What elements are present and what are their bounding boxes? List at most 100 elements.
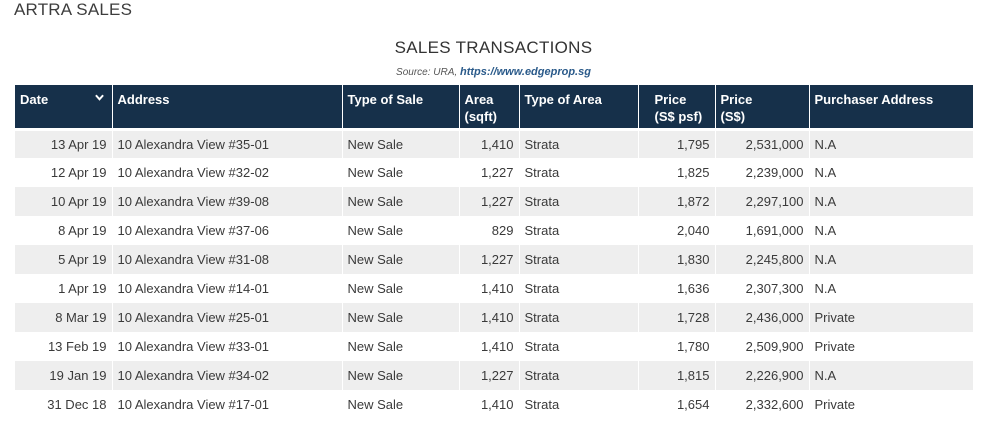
cell-purchaser: N.A <box>809 158 973 187</box>
column-header-area-line2: (sqft) <box>464 109 498 124</box>
cell-type-of-area: Strata <box>519 390 639 419</box>
table-row: 5 Apr 19 10 Alexandra View #31-08 New Sa… <box>15 245 973 274</box>
table-row: 19 Jan 19 10 Alexandra View #34-02 New S… <box>15 361 973 390</box>
cell-date: 12 Apr 19 <box>15 158 113 187</box>
cell-area: 1,410 <box>459 332 520 361</box>
cell-type-of-sale: New Sale <box>342 216 460 245</box>
cell-purchaser: N.A <box>809 216 973 245</box>
cell-date: 13 Apr 19 <box>15 127 113 158</box>
cell-purchaser: N.A <box>809 245 973 274</box>
cell-type-of-sale: New Sale <box>342 303 460 332</box>
column-header-price-psf[interactable]: Price (S$ psf) <box>638 85 716 129</box>
cell-type-of-area: Strata <box>519 216 639 245</box>
cell-date: 5 Apr 19 <box>15 245 113 274</box>
cell-address: 10 Alexandra View #35-01 <box>112 127 343 158</box>
chevron-down-icon[interactable] <box>94 93 104 102</box>
cell-purchaser: Private <box>809 303 973 332</box>
table-row: 1 Apr 19 10 Alexandra View #14-01 New Sa… <box>15 274 973 303</box>
table-body: 13 Apr 19 10 Alexandra View #35-01 New S… <box>15 127 973 419</box>
cell-price-psf: 1,636 <box>638 274 716 303</box>
column-header-price-line1: Price <box>720 92 753 107</box>
cell-address: 10 Alexandra View #14-01 <box>112 274 343 303</box>
cell-price: 2,245,800 <box>715 245 810 274</box>
column-header-purchaser[interactable]: Purchaser Address <box>809 85 973 129</box>
cell-type-of-sale: New Sale <box>342 390 460 419</box>
table-row: 8 Apr 19 10 Alexandra View #37-06 New Sa… <box>15 216 973 245</box>
cell-address: 10 Alexandra View #33-01 <box>112 332 343 361</box>
column-header-area[interactable]: Area (sqft) <box>459 85 520 129</box>
cell-purchaser: N.A <box>809 361 973 390</box>
cell-date: 8 Apr 19 <box>15 216 113 245</box>
cell-price-psf: 2,040 <box>638 216 716 245</box>
cell-price-psf: 1,780 <box>638 332 716 361</box>
cell-area: 1,227 <box>459 361 520 390</box>
cell-price-psf: 1,830 <box>638 245 716 274</box>
source-line: Source: URA, https://www.edgeprop.sg <box>0 66 987 78</box>
cell-purchaser: N.A <box>809 127 973 158</box>
cell-price-psf: 1,795 <box>638 127 716 158</box>
cell-type-of-sale: New Sale <box>342 274 460 303</box>
cell-type-of-sale: New Sale <box>342 158 460 187</box>
column-header-price-psf-line1: Price <box>654 92 687 107</box>
cell-date: 8 Mar 19 <box>15 303 113 332</box>
column-header-address[interactable]: Address <box>112 85 343 129</box>
cell-type-of-area: Strata <box>519 361 639 390</box>
cell-type-of-sale: New Sale <box>342 127 460 158</box>
column-header-price-line2: (S$) <box>720 109 746 124</box>
cell-date: 19 Jan 19 <box>15 361 113 390</box>
cell-type-of-sale: New Sale <box>342 245 460 274</box>
column-header-type-of-area[interactable]: Type of Area <box>519 85 639 129</box>
column-header-date[interactable]: Date <box>15 85 113 129</box>
cell-area: 1,410 <box>459 390 520 419</box>
cell-price-psf: 1,872 <box>638 187 716 216</box>
cell-price: 2,436,000 <box>715 303 810 332</box>
cell-type-of-area: Strata <box>519 332 639 361</box>
cell-price: 2,307,300 <box>715 274 810 303</box>
cell-date: 31 Dec 18 <box>15 390 113 419</box>
sales-table: Date Address Type of Sale Area (sqft) Ty… <box>15 85 973 419</box>
column-header-price[interactable]: Price (S$) <box>715 85 810 129</box>
cell-address: 10 Alexandra View #39-08 <box>112 187 343 216</box>
table-row: 31 Dec 18 10 Alexandra View #17-01 New S… <box>15 390 973 419</box>
cell-date: 13 Feb 19 <box>15 332 113 361</box>
table-row: 12 Apr 19 10 Alexandra View #32-02 New S… <box>15 158 973 187</box>
table-row: 13 Apr 19 10 Alexandra View #35-01 New S… <box>15 127 973 158</box>
cell-type-of-area: Strata <box>519 158 639 187</box>
cell-type-of-area: Strata <box>519 245 639 274</box>
cell-type-of-sale: New Sale <box>342 361 460 390</box>
cell-price-psf: 1,815 <box>638 361 716 390</box>
cell-address: 10 Alexandra View #32-02 <box>112 158 343 187</box>
cell-purchaser: N.A <box>809 274 973 303</box>
cell-type-of-area: Strata <box>519 187 639 216</box>
header-row: Date Address Type of Sale Area (sqft) Ty… <box>15 85 973 129</box>
cell-price: 2,226,900 <box>715 361 810 390</box>
cell-area: 1,227 <box>459 187 520 216</box>
column-header-type-of-sale[interactable]: Type of Sale <box>342 85 460 129</box>
table-row: 10 Apr 19 10 Alexandra View #39-08 New S… <box>15 187 973 216</box>
table-title: SALES TRANSACTIONS <box>394 38 593 57</box>
cell-address: 10 Alexandra View #25-01 <box>112 303 343 332</box>
cell-price-psf: 1,825 <box>638 158 716 187</box>
cell-date: 1 Apr 19 <box>15 274 113 303</box>
page-heading: ARTRA SALES <box>14 0 133 19</box>
cell-address: 10 Alexandra View #31-08 <box>112 245 343 274</box>
column-header-price-psf-line2: (S$ psf) <box>654 109 703 124</box>
cell-type-of-sale: New Sale <box>342 187 460 216</box>
cell-date: 10 Apr 19 <box>15 187 113 216</box>
cell-area: 1,227 <box>459 158 520 187</box>
cell-price: 2,297,100 <box>715 187 810 216</box>
cell-type-of-area: Strata <box>519 127 639 158</box>
cell-price: 1,691,000 <box>715 216 810 245</box>
source-prefix: Source: URA, <box>396 67 460 78</box>
cell-type-of-area: Strata <box>519 274 639 303</box>
cell-area: 1,227 <box>459 245 520 274</box>
cell-price: 2,509,900 <box>715 332 810 361</box>
cell-area: 1,410 <box>459 303 520 332</box>
table-row: 8 Mar 19 10 Alexandra View #25-01 New Sa… <box>15 303 973 332</box>
cell-address: 10 Alexandra View #17-01 <box>112 390 343 419</box>
cell-area: 1,410 <box>459 274 520 303</box>
cell-area: 1,410 <box>459 127 520 158</box>
cell-type-of-sale: New Sale <box>342 332 460 361</box>
cell-price-psf: 1,654 <box>638 390 716 419</box>
source-link[interactable]: https://www.edgeprop.sg <box>459 66 591 78</box>
